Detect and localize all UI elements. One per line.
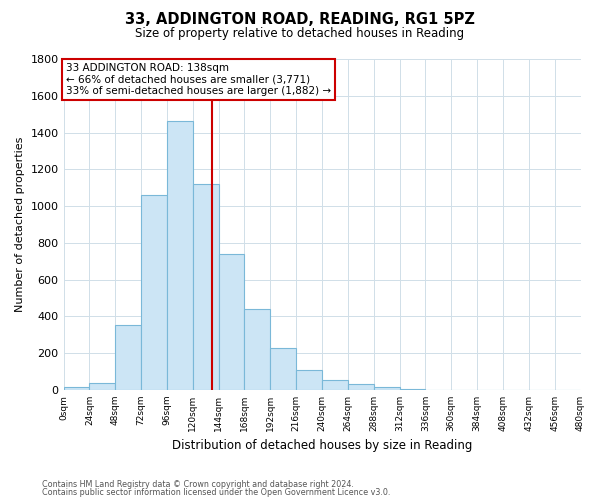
Bar xyxy=(115,324,141,390)
Text: Contains HM Land Registry data © Crown copyright and database right 2024.: Contains HM Land Registry data © Crown c… xyxy=(42,480,354,489)
Bar xyxy=(193,184,218,390)
Bar xyxy=(374,386,400,390)
Bar xyxy=(400,389,425,390)
Bar xyxy=(244,309,271,390)
Bar xyxy=(89,384,115,390)
Text: Size of property relative to detached houses in Reading: Size of property relative to detached ho… xyxy=(136,28,464,40)
Text: 33 ADDINGTON ROAD: 138sqm
← 66% of detached houses are smaller (3,771)
33% of se: 33 ADDINGTON ROAD: 138sqm ← 66% of detac… xyxy=(65,62,331,96)
X-axis label: Distribution of detached houses by size in Reading: Distribution of detached houses by size … xyxy=(172,440,472,452)
Bar xyxy=(322,380,348,390)
Bar xyxy=(218,254,244,390)
Bar xyxy=(167,120,193,390)
Bar xyxy=(141,195,167,390)
Text: Contains public sector information licensed under the Open Government Licence v3: Contains public sector information licen… xyxy=(42,488,391,497)
Bar xyxy=(348,384,374,390)
Y-axis label: Number of detached properties: Number of detached properties xyxy=(15,137,25,312)
Bar xyxy=(296,370,322,390)
Text: 33, ADDINGTON ROAD, READING, RG1 5PZ: 33, ADDINGTON ROAD, READING, RG1 5PZ xyxy=(125,12,475,28)
Bar xyxy=(271,348,296,390)
Bar xyxy=(64,386,89,390)
